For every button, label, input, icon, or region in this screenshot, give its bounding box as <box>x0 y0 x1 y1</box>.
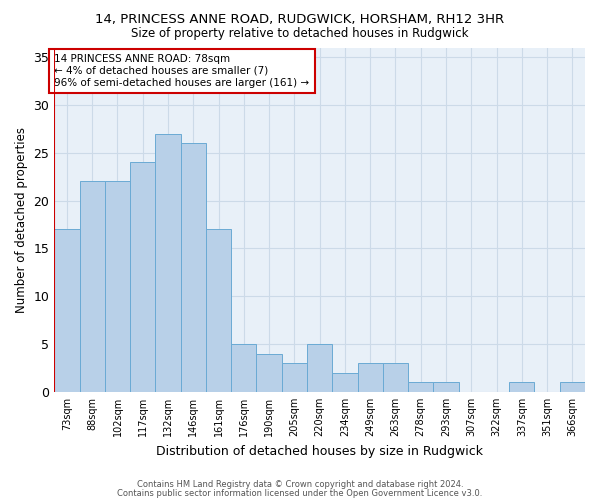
Bar <box>54 230 80 392</box>
Text: 14 PRINCESS ANNE ROAD: 78sqm
← 4% of detached houses are smaller (7)
96% of semi: 14 PRINCESS ANNE ROAD: 78sqm ← 4% of det… <box>54 54 310 88</box>
Bar <box>307 344 332 392</box>
Bar <box>282 363 307 392</box>
Text: Size of property relative to detached houses in Rudgwick: Size of property relative to detached ho… <box>131 28 469 40</box>
Bar <box>408 382 433 392</box>
Bar <box>433 382 458 392</box>
Bar <box>105 182 130 392</box>
Bar <box>181 143 206 392</box>
Text: Contains public sector information licensed under the Open Government Licence v3: Contains public sector information licen… <box>118 489 482 498</box>
Bar <box>332 373 358 392</box>
Bar <box>130 162 155 392</box>
Y-axis label: Number of detached properties: Number of detached properties <box>15 126 28 312</box>
Bar <box>206 230 231 392</box>
Bar <box>560 382 585 392</box>
Bar <box>256 354 282 392</box>
Text: Contains HM Land Registry data © Crown copyright and database right 2024.: Contains HM Land Registry data © Crown c… <box>137 480 463 489</box>
Bar <box>231 344 256 392</box>
Bar <box>509 382 535 392</box>
Bar <box>80 182 105 392</box>
Bar <box>383 363 408 392</box>
Bar <box>358 363 383 392</box>
Text: 14, PRINCESS ANNE ROAD, RUDGWICK, HORSHAM, RH12 3HR: 14, PRINCESS ANNE ROAD, RUDGWICK, HORSHA… <box>95 12 505 26</box>
X-axis label: Distribution of detached houses by size in Rudgwick: Distribution of detached houses by size … <box>156 444 483 458</box>
Bar <box>155 134 181 392</box>
